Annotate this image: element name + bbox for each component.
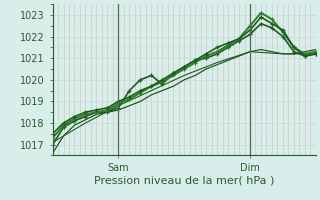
X-axis label: Pression niveau de la mer( hPa ): Pression niveau de la mer( hPa ) [94,176,274,186]
